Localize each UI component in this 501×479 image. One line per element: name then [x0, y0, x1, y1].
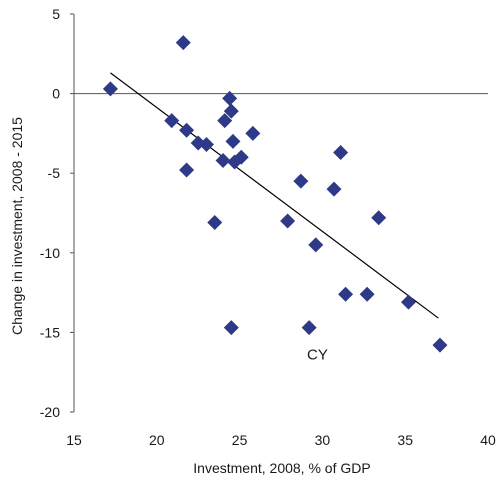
- data-point: [198, 137, 214, 153]
- x-tick-label: 35: [397, 432, 413, 448]
- x-tick-label: 30: [315, 432, 331, 448]
- data-point: [233, 149, 249, 165]
- data-point: [333, 145, 349, 161]
- data-point: [280, 213, 296, 229]
- data-point: [301, 320, 317, 336]
- x-tick-label: 25: [232, 432, 248, 448]
- x-tick-label: 20: [149, 432, 165, 448]
- data-point: [175, 35, 191, 51]
- data-point: [207, 215, 223, 231]
- data-point: [245, 125, 261, 141]
- data-point: [179, 122, 195, 138]
- x-axis-label: Investment, 2008, % of GDP: [193, 460, 370, 476]
- data-point: [102, 81, 118, 97]
- data-point: [179, 162, 195, 178]
- data-point: [225, 133, 241, 149]
- trendline: [110, 72, 439, 319]
- y-tick-label: -5: [48, 165, 61, 181]
- data-point: [217, 113, 233, 129]
- x-tick-label: 40: [480, 432, 496, 448]
- data-point: [223, 103, 239, 119]
- y-tick-label: 5: [52, 6, 60, 22]
- y-tick-label: -15: [40, 324, 60, 340]
- data-point: [222, 90, 238, 106]
- data-point: [223, 320, 239, 336]
- y-axis: 5 0 -5 -10 -15 -20: [40, 6, 75, 420]
- data-point: [338, 286, 354, 302]
- data-point: [215, 152, 231, 168]
- annotation-label: CY: [307, 347, 328, 364]
- data-point: [401, 294, 417, 310]
- y-axis-label: Change in investment, 2008 - 2015: [9, 117, 25, 335]
- data-point: [164, 113, 180, 129]
- y-tick-label: -10: [40, 245, 60, 261]
- data-point: [308, 237, 324, 253]
- annotations: CY: [307, 347, 328, 364]
- data-point: [432, 337, 448, 353]
- data-point: [371, 210, 387, 226]
- x-tick-label: 15: [66, 432, 82, 448]
- y-tick-label: 0: [52, 86, 60, 102]
- data-points: [102, 35, 448, 353]
- x-axis: 15 20 25 30 35 40: [66, 93, 496, 448]
- data-point: [326, 181, 342, 197]
- data-point: [293, 173, 309, 189]
- data-point: [359, 286, 375, 302]
- trendline-group: [110, 72, 439, 319]
- y-tick-label: -20: [40, 404, 60, 420]
